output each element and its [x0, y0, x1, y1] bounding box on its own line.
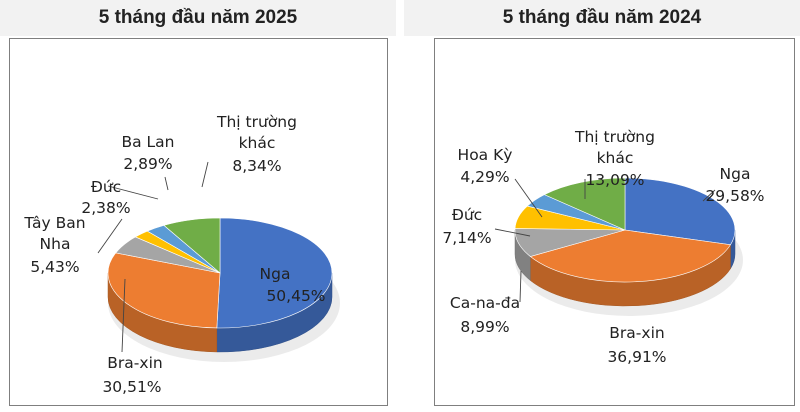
- slice-label-2-line0: Tây Ban: [23, 214, 85, 232]
- leader-line-1: [121, 278, 126, 353]
- pie-slice-5: [163, 217, 221, 274]
- leader-line-2: [97, 218, 123, 254]
- slice-label-1: Bra-xin: [107, 354, 162, 372]
- slice-value-0: 50,45%: [266, 287, 325, 305]
- slice-label-5-line0: Thị trường: [574, 128, 655, 146]
- slice-label-2: Ca-na-đa: [450, 294, 520, 312]
- leader-line-2: [519, 270, 522, 303]
- slice-value-5: 13,09%: [585, 171, 644, 189]
- pie-slice-0: [216, 217, 333, 329]
- chart-title-2024: 5 tháng đầu năm 2024: [404, 0, 800, 36]
- leader-line-4: [514, 178, 543, 218]
- slice-label-5-line0: Thị trường: [216, 113, 297, 131]
- slice-value-4: 2,89%: [123, 155, 172, 173]
- leader-line-3: [494, 228, 531, 237]
- leader-line-0: [702, 189, 716, 202]
- slice-label-3: Đức: [91, 178, 121, 196]
- pie-chart-2024-svg: Nga 29,58% Bra-xin 36,91% Ca-na-đa 8,99% Đức 7,…: [442, 128, 764, 366]
- slice-value-1: 36,91%: [607, 348, 666, 366]
- slice-label-5-line1: khác: [597, 149, 634, 167]
- slice-label-0: Nga: [720, 165, 751, 183]
- slice-label-1: Bra-xin: [609, 324, 664, 342]
- slice-label-0: Nga: [260, 265, 291, 283]
- slice-value-4: 4,29%: [460, 168, 509, 186]
- slice-value-2: 8,99%: [460, 318, 509, 336]
- leader-line-4: [164, 176, 169, 191]
- pie-slice-1: [107, 252, 221, 329]
- slice-label-5-line1: khác: [239, 134, 276, 152]
- slice-value-3: 7,14%: [442, 229, 491, 247]
- slice-value-5: 8,34%: [232, 157, 281, 175]
- slice-value-1: 30,51%: [102, 378, 161, 396]
- slice-label-4: Ba Lan: [121, 133, 174, 151]
- pie-chart-2025-svg: Nga 50,45% Bra-xin 30,51% Tây Ban Nha 5,43% Đức…: [23, 113, 340, 396]
- slice-label-4: Hoa Kỳ: [458, 146, 513, 164]
- slice-value-0: 29,58%: [705, 187, 764, 205]
- pie-chart-2024: Nga 29,58% Bra-xin 36,91% Ca-na-đa 8,99% Đức 7,…: [434, 38, 795, 406]
- pie-slice-1: [529, 229, 731, 283]
- leader-line-5: [201, 161, 209, 188]
- pie-slice-0: [624, 177, 736, 246]
- slice-label-2-line1: Nha: [40, 235, 71, 253]
- leader-line-3: [107, 185, 159, 200]
- slice-label-3: Đức: [452, 206, 482, 224]
- slice-value-2: 5,43%: [30, 258, 79, 276]
- pie-slice-5: [543, 177, 626, 231]
- slice-value-3: 2,38%: [81, 199, 130, 217]
- chart-title-2025: 5 tháng đầu năm 2025: [0, 0, 396, 36]
- pie-chart-2025: Nga 50,45% Bra-xin 30,51% Tây Ban Nha 5,43% Đức…: [9, 38, 388, 406]
